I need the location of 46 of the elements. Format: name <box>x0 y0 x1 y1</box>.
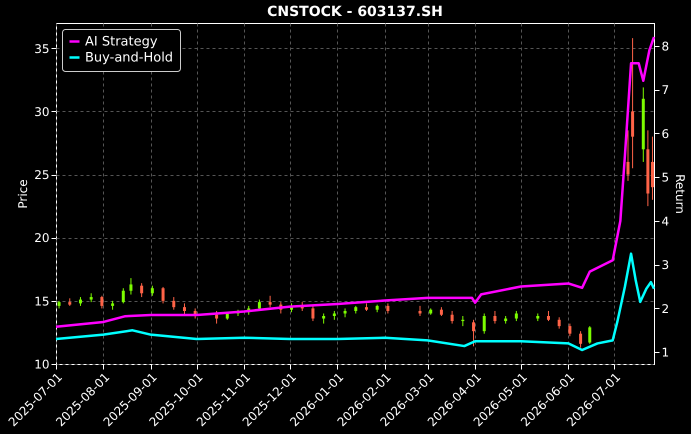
line-series <box>54 252 656 352</box>
candlestick <box>140 282 144 298</box>
y2-tick-label: 1 <box>662 346 670 360</box>
candlestick <box>558 316 561 330</box>
candlestick <box>482 312 486 334</box>
y-tick-label: 15 <box>34 294 50 308</box>
y-tick-label: 25 <box>34 168 50 182</box>
candlestick <box>472 319 476 347</box>
candlestick <box>311 305 314 322</box>
candlestick <box>172 296 176 310</box>
y2-tick-label: 7 <box>662 83 670 98</box>
y-tick-label: 10 <box>34 358 50 372</box>
candlestick <box>122 288 125 304</box>
candlestick <box>182 302 186 316</box>
y2-tick-label: 4 <box>662 214 670 228</box>
chart-title: CNSTOCK - 603137.SH <box>267 4 443 20</box>
candlestick <box>579 330 582 348</box>
legend-label: Buy-and-Hold <box>85 50 174 66</box>
y-tick-label: 30 <box>34 104 50 119</box>
candlestick <box>588 326 592 344</box>
candlestick <box>568 323 572 337</box>
candlestick <box>418 305 422 317</box>
candlestick <box>493 310 496 324</box>
y-tick-label: 20 <box>34 231 50 246</box>
line-series <box>54 36 656 328</box>
legend-label: AI Strategy <box>85 34 158 50</box>
candlestick <box>268 295 272 308</box>
y2-tick-label: 2 <box>662 302 670 316</box>
y-tick-label: 35 <box>34 42 50 56</box>
candlestick <box>150 285 154 296</box>
y2-tick-label: 3 <box>662 258 670 272</box>
candlestick <box>546 310 550 322</box>
candlestick <box>162 286 165 304</box>
candlestick <box>215 310 218 324</box>
y-axis-title: Price <box>16 179 30 209</box>
y2-tick-label: 8 <box>662 39 670 54</box>
y2-tick-label: 5 <box>662 170 670 185</box>
candlestick <box>626 130 630 182</box>
candlestick <box>100 295 104 309</box>
y2-tick-label: 6 <box>662 126 670 141</box>
candlestick <box>450 310 454 324</box>
candlestick <box>514 310 518 322</box>
y2-axis-title: Return <box>673 174 688 214</box>
candlestick <box>386 302 390 314</box>
candlestick <box>129 278 132 296</box>
candlestick <box>322 312 326 324</box>
